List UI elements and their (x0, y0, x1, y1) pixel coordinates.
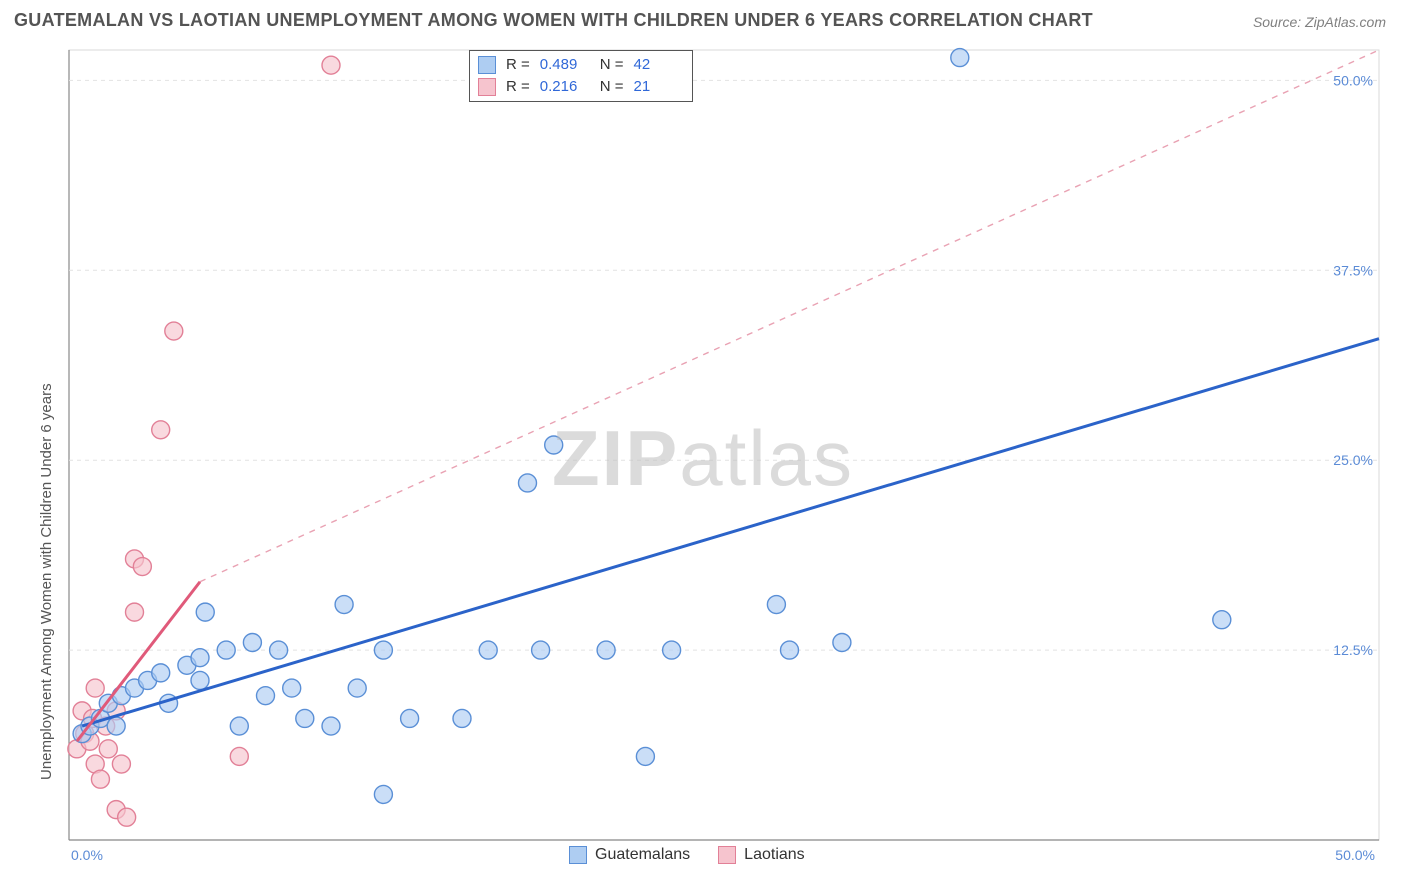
guatemalan-point (196, 603, 214, 621)
guatemalan-point (767, 596, 785, 614)
laotian-point (322, 56, 340, 74)
guatemalan-point (479, 641, 497, 659)
guatemalan-point (597, 641, 615, 659)
guatemalan-point (401, 709, 419, 727)
source-attribution: Source: ZipAtlas.com (1253, 14, 1386, 30)
guatemalan-point (191, 671, 209, 689)
corr-r-label: R = (506, 54, 530, 76)
legend-swatch-icon (718, 846, 736, 864)
corr-r-value: 0.489 (540, 54, 590, 76)
scatter-chart: 12.5% 25.0% 37.5% 50.0% 0.0% 50.0% (14, 44, 1392, 882)
laotian-point (91, 770, 109, 788)
guatemalan-point (636, 747, 654, 765)
laotian-point (126, 603, 144, 621)
y-tick-label: 37.5% (1333, 262, 1373, 278)
laotian-trendline-extension (200, 50, 1379, 582)
guatemalan-point (257, 687, 275, 705)
laotian-point (230, 747, 248, 765)
guatemalan-point (374, 785, 392, 803)
laotian-point (112, 755, 130, 773)
guatemalan-point (283, 679, 301, 697)
laotian-point (152, 421, 170, 439)
guatemalan-point (335, 596, 353, 614)
laotian-point (118, 808, 136, 826)
guatemalan-trendline (82, 339, 1379, 726)
series-legend-label: Laotians (744, 846, 805, 864)
guatemalan-point (453, 709, 471, 727)
laotian-point (99, 740, 117, 758)
guatemalan-point (833, 634, 851, 652)
corr-legend-row: R = 0.216 N = 21 (478, 76, 684, 98)
guatemalan-point (519, 474, 537, 492)
y-tick-label: 50.0% (1333, 72, 1373, 88)
series-legend-item: Guatemalans (569, 846, 690, 864)
guatemalan-point (270, 641, 288, 659)
guatemalan-point (545, 436, 563, 454)
x-tick-label: 0.0% (71, 847, 103, 863)
guatemalan-point (781, 641, 799, 659)
corr-n-label: N = (600, 54, 624, 76)
chart-area: 12.5%25.0%37.5%50.0%0.0%50.0% ZIPatlas R… (14, 44, 1392, 882)
y-axis-label: Unemployment Among Women with Children U… (38, 383, 55, 780)
guatemalan-point (663, 641, 681, 659)
corr-n-value: 42 (634, 54, 684, 76)
legend-swatch-icon (478, 56, 496, 74)
guatemalan-point (1213, 611, 1231, 629)
guatemalan-point (191, 649, 209, 667)
guatemalan-point (296, 709, 314, 727)
guatemalan-point (532, 641, 550, 659)
y-tick-label: 12.5% (1333, 642, 1373, 658)
guatemalan-point (951, 49, 969, 67)
legend-swatch-icon (478, 78, 496, 96)
corr-r-value: 0.216 (540, 76, 590, 98)
guatemalan-point (152, 664, 170, 682)
correlation-legend: R = 0.489 N = 42 R = 0.216 N = 21 (469, 50, 693, 102)
laotian-point (165, 322, 183, 340)
guatemalan-point (348, 679, 366, 697)
guatemalan-point (217, 641, 235, 659)
legend-swatch-icon (569, 846, 587, 864)
source-value: ZipAtlas.com (1305, 14, 1386, 30)
guatemalan-point (322, 717, 340, 735)
series-legend: Guatemalans Laotians (569, 846, 805, 864)
corr-legend-row: R = 0.489 N = 42 (478, 54, 684, 76)
guatemalan-point (230, 717, 248, 735)
series-legend-item: Laotians (718, 846, 805, 864)
guatemalan-point (243, 634, 261, 652)
guatemalan-point (374, 641, 392, 659)
corr-n-label: N = (600, 76, 624, 98)
chart-title: GUATEMALAN VS LAOTIAN UNEMPLOYMENT AMONG… (14, 10, 1093, 31)
laotian-point (86, 679, 104, 697)
series-legend-label: Guatemalans (595, 846, 690, 864)
source-label: Source: (1253, 14, 1305, 30)
laotian-point (133, 558, 151, 576)
x-tick-label: 50.0% (1335, 847, 1375, 863)
corr-r-label: R = (506, 76, 530, 98)
guatemalan-point (107, 717, 125, 735)
corr-n-value: 21 (634, 76, 684, 98)
y-tick-label: 25.0% (1333, 452, 1373, 468)
